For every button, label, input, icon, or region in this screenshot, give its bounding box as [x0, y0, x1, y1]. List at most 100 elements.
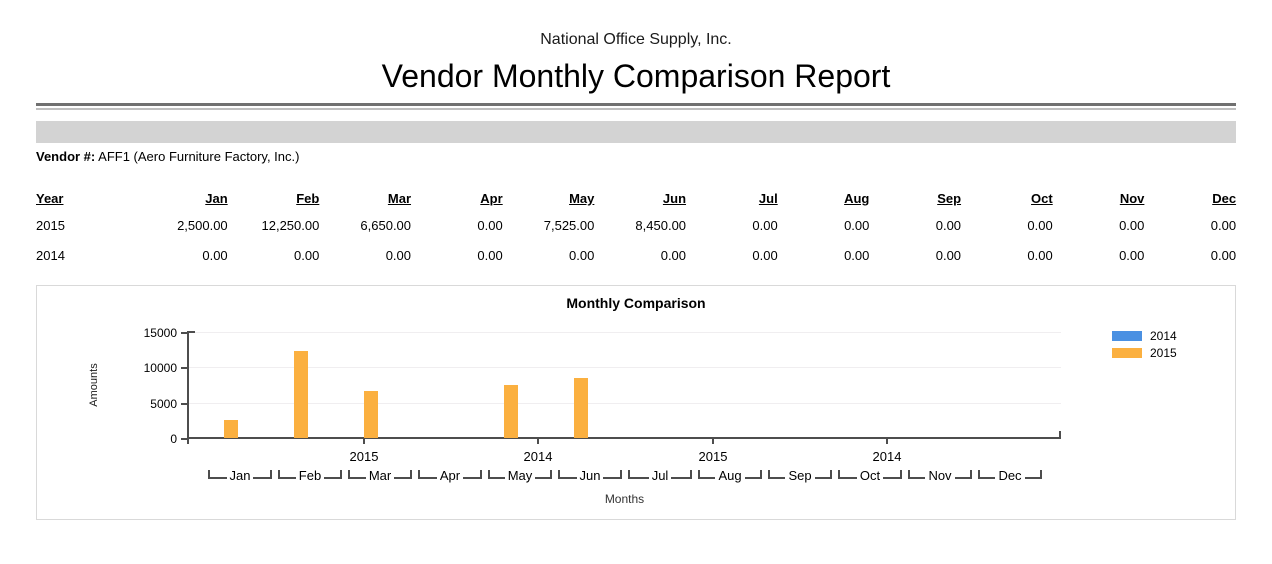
y-tick-label: 0 — [170, 432, 177, 446]
bar-2015-Jun — [574, 378, 588, 438]
table-header-month: Feb — [296, 191, 320, 206]
bracket-left — [348, 470, 366, 479]
month-bracket-Sep: Sep — [765, 468, 835, 483]
legend-label-2015: 2015 — [1150, 345, 1177, 360]
table-header-month: Jul — [758, 191, 778, 206]
legend-item-2015: 2015 — [1112, 344, 1177, 361]
bracket-right — [603, 470, 622, 479]
table-cell-value: 7,525.00 — [543, 218, 595, 233]
month-bracket-Jun: Jun — [555, 468, 625, 483]
gridline — [188, 403, 1061, 404]
bracket-left — [838, 470, 857, 479]
month-bracket-Feb: Feb — [275, 468, 345, 483]
table-cell-value: 0.00 — [477, 218, 503, 233]
table-cell-value: 0.00 — [1119, 248, 1145, 263]
month-label: Jun — [579, 468, 601, 483]
month-bracket-Mar: Mar — [345, 468, 415, 483]
table-cell-value: 0.00 — [935, 218, 962, 233]
y-tick-label: 15000 — [143, 326, 177, 340]
month-label: Jan — [229, 468, 251, 483]
table-header-month: Apr — [480, 191, 503, 206]
vendor-label: Vendor #: — [36, 149, 96, 164]
month-bracket-Apr: Apr — [415, 468, 485, 483]
bracket-left — [278, 470, 296, 479]
month-label: Jul — [651, 468, 669, 483]
gridline — [188, 332, 1061, 333]
header-rule-dark — [36, 103, 1236, 106]
table-header-row: Year Jan Feb Mar Apr May Jun Jul Aug Sep Oct Nov De… — [36, 191, 1236, 218]
month-bracket-Jan: Jan — [205, 468, 275, 483]
table-cell-value: 0.00 — [844, 248, 870, 263]
month-bracket-Aug: Aug — [695, 469, 765, 482]
bracket-right — [535, 470, 552, 479]
report-title: Vendor Monthly Comparison Report — [381, 58, 891, 94]
month-label: Nov — [928, 468, 952, 483]
table-header-month: Sep — [937, 191, 962, 206]
bar-2015-Feb — [294, 351, 308, 438]
month-bracket-Jul: Jul — [625, 468, 695, 483]
table-row: 2015 2,500.00 12,250.00 6,650.00 0.00 7,525.0… — [36, 218, 1236, 248]
table-header-month: May — [569, 191, 595, 206]
table-header-month: Oct — [1031, 191, 1053, 206]
table-cell-value: 0.00 — [569, 248, 595, 263]
bracket-right — [883, 470, 903, 479]
y-tick — [181, 332, 188, 334]
table-row: 2014 0.00 0.00 0.00 0.00 0.00 0.00 0.00 0.00 0.00… — [36, 248, 1236, 278]
table-header-month: Jun — [662, 191, 687, 206]
table-cell-value: 0.00 — [752, 218, 778, 233]
y-tick — [181, 403, 188, 405]
gridline — [188, 367, 1061, 368]
bar-2015-Jan — [224, 420, 238, 438]
bracket-left — [488, 470, 505, 479]
table-cell-value: 0.00 — [660, 248, 687, 263]
table-body: 2015 2,500.00 12,250.00 6,650.00 0.00 7,525.0… — [36, 218, 1236, 278]
chart-panel: Monthly Comparison Amounts 0 5000 10000 150… — [36, 285, 1236, 520]
month-label: Mar — [368, 468, 392, 483]
year-group-label: 2014 — [872, 449, 902, 464]
table-cell-value: 2,500.00 — [177, 218, 228, 233]
month-bracket-row: Jan Feb Mar Apr May Jun Jul Aug Sep Oct Nov Dec — [205, 468, 1045, 483]
year-group-label: 2015 — [349, 449, 379, 464]
year-group-label: 2015 — [698, 449, 728, 464]
table-header-month: Jan — [205, 191, 228, 206]
legend-item-2014: 2014 — [1112, 327, 1177, 344]
table-cell-value: 8,450.00 — [635, 218, 687, 233]
table-cell-value: 0.00 — [935, 248, 962, 263]
bracket-left — [558, 470, 577, 479]
table-cell-value: 0.00 — [1210, 248, 1237, 263]
bracket-right — [394, 470, 413, 479]
bracket-left — [768, 470, 786, 479]
table-cell-value: 0.00 — [294, 248, 320, 263]
month-bracket-Oct: Oct — [835, 468, 905, 483]
table-cell-value: 6,650.00 — [360, 218, 412, 233]
vendor-value: AFF1 (Aero Furniture Factory, Inc.) — [95, 149, 300, 164]
x-axis-title: Months — [604, 492, 645, 506]
year-tick — [712, 439, 714, 444]
table-header-year: Year — [36, 191, 64, 206]
month-label: Feb — [298, 468, 322, 483]
bar-2015-May — [504, 385, 518, 438]
chart-legend: 2014 2015 — [1112, 327, 1177, 361]
table-cell-value: 0.00 — [1027, 218, 1053, 233]
header-gray-band — [36, 121, 1236, 143]
bar-2015-Mar — [364, 391, 378, 438]
x-axis-cap — [1059, 431, 1061, 439]
y-tick-label: 10000 — [143, 361, 177, 375]
bracket-right — [463, 470, 483, 479]
bracket-left — [208, 470, 227, 479]
bracket-right — [324, 470, 342, 479]
y-axis-cap — [187, 331, 195, 333]
month-label: Sep — [788, 468, 812, 483]
month-label: Apr — [439, 468, 461, 483]
month-label: Oct — [859, 468, 881, 483]
vendor-monthly-table: Year Jan Feb Mar Apr May Jun Jul Aug Sep Oct Nov De… — [36, 191, 1236, 278]
legend-label-2014: 2014 — [1150, 328, 1177, 343]
y-axis-title: Amounts — [88, 363, 100, 407]
y-tick — [181, 367, 188, 369]
table-cell-value: 0.00 — [1210, 218, 1237, 233]
legend-swatch-2014 — [1112, 330, 1142, 341]
bracket-left — [418, 470, 437, 479]
table-cell-year: 2014 — [36, 248, 65, 263]
y-tick — [181, 438, 188, 440]
table-cell-value: 0.00 — [202, 248, 228, 263]
